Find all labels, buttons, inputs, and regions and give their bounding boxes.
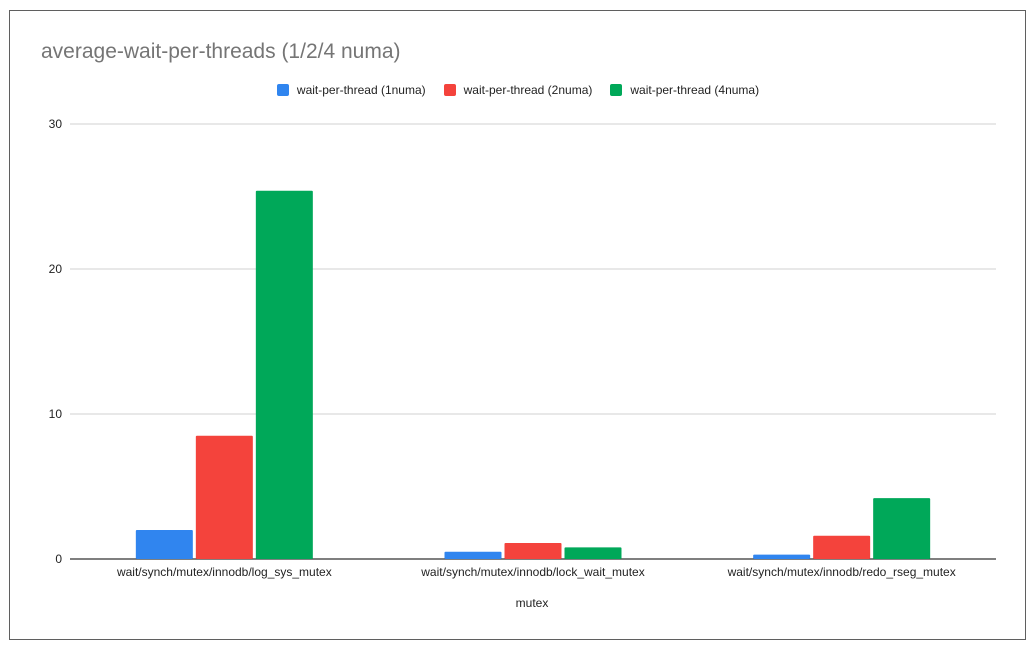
bar[interactable] (813, 535, 871, 559)
x-tick-label: wait/synch/mutex/innodb/log_sys_mutex (116, 565, 332, 579)
legend-label-2numa: wait-per-thread (2numa) (463, 83, 593, 97)
legend-swatch-1numa (276, 84, 289, 96)
chart-legend: wait-per-thread (1numa) wait-per-thread … (0, 83, 1036, 97)
y-tick-label: 30 (49, 117, 63, 131)
legend-item-2numa[interactable]: wait-per-thread (2numa) (443, 83, 593, 97)
legend-label-1numa: wait-per-thread (1numa) (296, 83, 426, 97)
legend-item-1numa[interactable]: wait-per-thread (1numa) (276, 83, 426, 97)
x-tick-label: wait/synch/mutex/innodb/lock_wait_mutex (420, 565, 644, 579)
bar[interactable] (873, 498, 931, 559)
bar[interactable] (564, 547, 622, 559)
legend-item-4numa[interactable]: wait-per-thread (4numa) (610, 83, 759, 97)
x-axis-title: mutex (516, 596, 549, 610)
bar[interactable] (255, 190, 313, 559)
x-tick-label: wait/synch/mutex/innodb/redo_rseg_mutex (727, 565, 956, 579)
y-tick-label: 10 (49, 407, 63, 421)
legend-label-4numa: wait-per-thread (4numa) (630, 83, 760, 97)
bar[interactable] (135, 530, 193, 559)
bar[interactable] (195, 435, 253, 559)
bar[interactable] (444, 551, 502, 559)
legend-swatch-4numa (610, 84, 623, 96)
bars (135, 190, 931, 559)
chart-title: average-wait-per-threads (1/2/4 numa) (41, 40, 401, 63)
y-tick-label: 20 (49, 262, 63, 276)
y-tick-label: 0 (55, 552, 62, 566)
bar[interactable] (504, 543, 562, 559)
legend-swatch-2numa (443, 84, 456, 96)
y-axis-ticks: 0 10 20 30 (49, 117, 63, 566)
bar[interactable] (753, 554, 811, 559)
x-axis-ticks: wait/synch/mutex/innodb/log_sys_mutex wai… (116, 565, 956, 579)
